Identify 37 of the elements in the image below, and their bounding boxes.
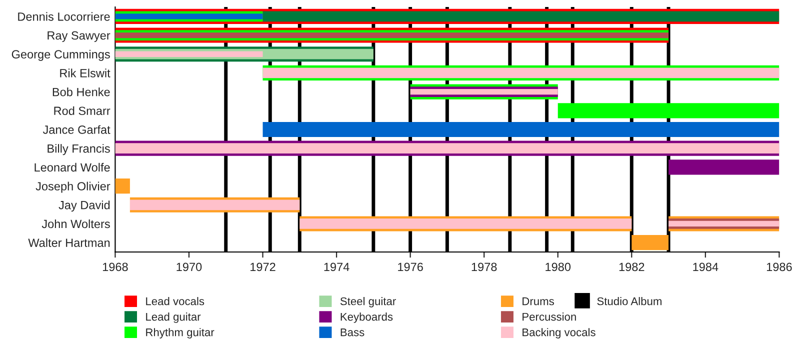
legend-label: Bass [340, 328, 364, 336]
y-tick-label: Jance Garfat [42, 125, 110, 134]
legend-label: Rhythm guitar [146, 328, 214, 338]
y-tick-label: George Cummings [12, 50, 110, 61]
y-tick-label: Rik Elswit [60, 68, 110, 78]
x-tick-label: 1974 [324, 262, 350, 272]
y-tick-label: Joseph Olivier [36, 182, 110, 193]
x-tick-label: 1986 [766, 262, 792, 272]
x-tick-label: 1984 [693, 262, 718, 272]
x-tick-label: 1980 [546, 262, 571, 272]
y-tick-label: John Wolters [42, 219, 110, 228]
legend-label: Lead guitar [146, 312, 201, 323]
x-tick-label: 1982 [619, 262, 644, 272]
bar [668, 160, 780, 175]
legend-label: Drums [522, 297, 554, 306]
legend-label: Percussion [522, 312, 576, 321]
y-tick-label: Dennis Locorriere [18, 12, 110, 21]
y-tick-label: Bob Henke [52, 88, 110, 96]
y-tick-label: Leonard Wolfe [34, 162, 110, 172]
x-tick-label: 1978 [472, 262, 497, 272]
bar [115, 178, 130, 194]
legend-label: Steel guitar [340, 297, 396, 308]
y-tick-label: Ray Sawyer [48, 31, 110, 42]
bar [558, 103, 780, 118]
x-tick-label: 1968 [102, 262, 128, 272]
y-tick-label: Jay David [58, 200, 110, 212]
y-tick-label: Walter Hartman [28, 238, 110, 247]
legend-label: Lead vocals [146, 297, 204, 306]
legend-label: Studio Album [597, 297, 662, 306]
y-tick-label: Billy Francis [48, 144, 110, 156]
x-tick-label: 1972 [250, 262, 276, 272]
y-tick-label: Rod Smarr [54, 106, 110, 116]
legend-label: Backing vocals [522, 328, 596, 338]
x-tick-label: 1976 [398, 262, 423, 272]
bar [632, 235, 669, 250]
x-tick-label: 1970 [176, 262, 202, 272]
legend-label: Keyboards [340, 312, 393, 323]
